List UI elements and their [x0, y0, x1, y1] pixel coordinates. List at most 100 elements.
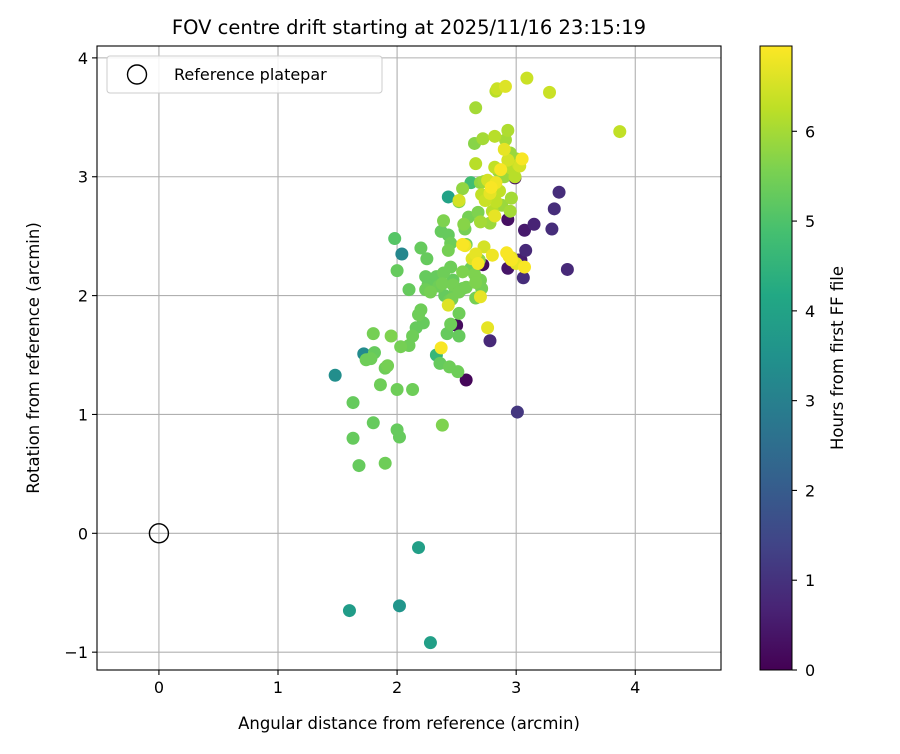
- data-point: [469, 157, 483, 171]
- data-point: [423, 285, 437, 299]
- colorbar-ticks: 0 1 2 3 4 5 6: [792, 122, 815, 680]
- data-point: [414, 241, 428, 255]
- data-point: [527, 217, 541, 231]
- x-tick-label: 2: [392, 678, 402, 697]
- data-point: [543, 85, 557, 99]
- data-point: [552, 185, 566, 199]
- data-point: [444, 317, 458, 331]
- data-point: [504, 253, 518, 267]
- data-point: [515, 152, 529, 166]
- data-point: [483, 334, 497, 348]
- data-point: [423, 636, 437, 650]
- data-point: [328, 368, 342, 382]
- data-point: [435, 418, 449, 432]
- data-point: [457, 217, 471, 231]
- data-point: [352, 459, 366, 473]
- data-point: [497, 142, 511, 156]
- data-point: [434, 341, 448, 355]
- data-point: [373, 378, 387, 392]
- data-point: [390, 264, 404, 278]
- x-tick-label: 3: [511, 678, 521, 697]
- data-point: [452, 306, 466, 320]
- data-point: [342, 604, 356, 618]
- data-point: [471, 257, 485, 271]
- colorbar-tick-label: 6: [805, 122, 815, 141]
- data-point: [498, 79, 512, 93]
- data-point: [476, 132, 490, 146]
- data-point: [456, 237, 470, 251]
- y-axis-label: Rotation from reference (arcmin): [24, 222, 43, 494]
- data-point: [414, 303, 428, 317]
- data-point: [519, 243, 533, 257]
- chart-title: FOV centre drift starting at 2025/11/16 …: [172, 16, 646, 39]
- data-point: [390, 382, 404, 396]
- y-tick-label: 4: [78, 49, 88, 68]
- data-point: [503, 204, 517, 218]
- x-tick-label: 0: [154, 678, 164, 697]
- y-tick-label: 1: [78, 405, 88, 424]
- y-tick-label: 3: [78, 168, 88, 187]
- data-point: [518, 223, 532, 237]
- data-point: [485, 248, 499, 262]
- y-tick-label: 2: [78, 287, 88, 306]
- data-point: [547, 202, 561, 216]
- data-point: [516, 271, 530, 285]
- data-point: [444, 260, 458, 274]
- legend: Reference platepar: [106, 55, 383, 94]
- data-point: [395, 247, 409, 261]
- data-point: [510, 405, 524, 419]
- y-tick-label: 0: [78, 524, 88, 543]
- grid-lines: [97, 46, 721, 670]
- data-point: [366, 327, 380, 341]
- data-point: [469, 101, 483, 115]
- data-point: [456, 182, 470, 196]
- colorbar-tick-label: 0: [805, 661, 815, 680]
- data-point: [437, 214, 451, 228]
- reference-platepar-marker: [148, 523, 170, 544]
- colorbar-tick-label: 2: [805, 481, 815, 500]
- data-point: [366, 416, 380, 430]
- data-point: [394, 340, 408, 354]
- data-point: [504, 191, 518, 205]
- data-point: [469, 276, 483, 290]
- data-point: [402, 283, 416, 297]
- data-point: [378, 456, 392, 470]
- data-point: [501, 123, 515, 137]
- data-point: [508, 170, 522, 184]
- y-tick-label: −1: [64, 643, 88, 662]
- data-point: [346, 396, 360, 410]
- data-point: [545, 222, 559, 236]
- plot-frame: [96, 45, 722, 671]
- data-point: [520, 71, 534, 85]
- legend-open-circle-icon: [126, 64, 148, 85]
- data-point: [484, 180, 498, 194]
- data-point: [488, 209, 502, 223]
- data-point: [346, 431, 360, 445]
- data-point: [441, 243, 455, 257]
- data-point: [481, 321, 495, 335]
- x-tick-label: 1: [273, 678, 283, 697]
- data-point: [420, 252, 434, 266]
- data-point: [384, 329, 398, 343]
- colorbar-tick-label: 4: [805, 302, 815, 321]
- data-point: [473, 290, 487, 304]
- data-point: [494, 163, 508, 177]
- data-point: [381, 359, 395, 373]
- data-point: [441, 298, 455, 312]
- data-point: [435, 277, 449, 291]
- data-point: [441, 190, 455, 204]
- data-point: [459, 373, 473, 387]
- data-point: [364, 352, 378, 366]
- colorbar-tick-label: 1: [805, 571, 815, 590]
- x-axis-ticks: 0 1 2 3 4: [154, 670, 640, 697]
- legend-box: [106, 55, 383, 94]
- data-point: [392, 430, 406, 444]
- colorbar-label: Hours from first FF file: [828, 266, 847, 450]
- data-point: [388, 232, 402, 246]
- data-point: [406, 329, 420, 343]
- data-point: [501, 153, 515, 167]
- data-point: [452, 194, 466, 208]
- data-points: [328, 71, 627, 650]
- data-point: [406, 382, 420, 396]
